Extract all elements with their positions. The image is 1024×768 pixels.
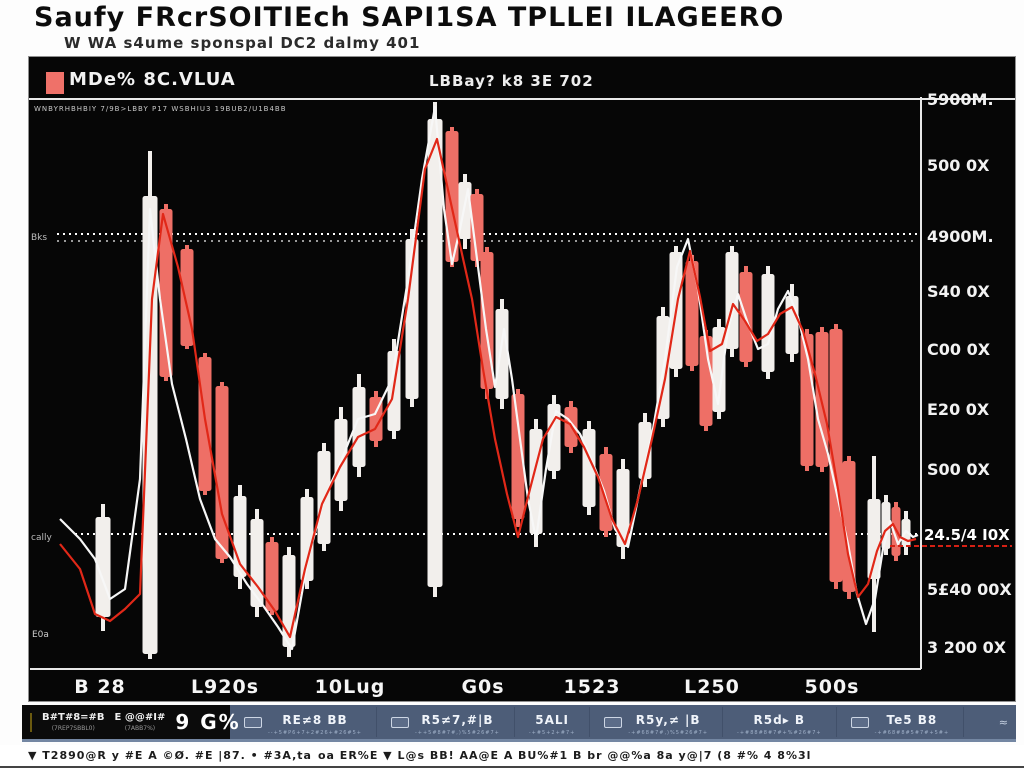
x-axis-label: L920s [191, 676, 259, 698]
toolbar-button-6-label: Te5 B8 [886, 712, 938, 727]
toolbar-info-block-2: E @@#I# (7ABB7%) [115, 712, 166, 732]
status-bar: ▼ T2890@R y #E A ©Ø. #E |87. • #3A,ta oa… [0, 745, 1024, 768]
toolbar-button-6[interactable]: Te5 B8 -+#68#8#5#7#+5#+ [837, 707, 965, 737]
candle-body [352, 387, 366, 467]
pill-icon [390, 716, 409, 728]
toolbar-big-value: 9 G% [175, 710, 241, 734]
candle-body [761, 274, 775, 372]
toolbar-button-2-caption: -++5#8#7#,)%5#26#7+ [414, 729, 500, 736]
candle-body [685, 261, 699, 366]
toolbar-button-4-caption: -+#68#7#,)%5#26#7+ [628, 729, 709, 736]
toolbar-block1-caption: (7REP7SBBL0) [51, 725, 95, 732]
toolbar-block2-label: E @@#I# [114, 712, 166, 723]
toolbar-button-3-label: 5ALI [535, 712, 569, 727]
toolbar-button-1[interactable]: RE≠8 BB --+5#P6+7+2#26+#26#5+ [230, 707, 377, 737]
series-label: MDe% 8C.VLUA [69, 69, 236, 90]
candle-body [427, 119, 443, 587]
toolbar-button-groups: RE≠8 BB --+5#P6+7+2#26+#26#5+ R5≠7,#|B -… [230, 705, 1016, 739]
level-label: Bks [31, 233, 47, 243]
x-axis-label: 10Lug [315, 676, 386, 698]
toolbar-button-2-label: R5≠7,#|B [421, 712, 494, 727]
candle-body [300, 497, 314, 581]
toolbar-overflow-icon[interactable]: ≈ [998, 715, 1008, 729]
page-header: Saufy FRcrSOITIEch SAPI1SA TPLLEI ILAGEE… [0, 0, 1024, 56]
status-text-mid: oa ER%E ▼ L@s BB! AA@E A [318, 749, 514, 762]
bottom-toolbar: B#T#8=#B (7REP7SBBL0) E @@#I# (7ABB7%) 9… [22, 705, 1016, 742]
pill-icon [850, 716, 869, 728]
candle-body [699, 336, 713, 426]
chart-legend: MDe% 8C.VLUA LBBay? k8 3E 702 [29, 57, 1015, 100]
candle-body [215, 386, 229, 559]
candle-body [250, 519, 264, 607]
toolbar-button-3[interactable]: 5ALI -+#5+2+#7+ [515, 707, 591, 737]
x-axis-label: 1523 [564, 676, 621, 698]
candle-body [159, 209, 173, 377]
toolbar-block1-label: B#T#8=#B [42, 712, 105, 723]
y-axis-label: 500 0X [927, 156, 990, 175]
price-tag-label: 24.5/4 I0X [924, 526, 1010, 544]
level-label: cally [31, 533, 52, 543]
page-subtitle: W WA s4ume sponspal DC2 dalmy 401 [64, 34, 421, 52]
toolbar-button-4[interactable]: R5y,≠ |B -+#68#7#,)%5#26#7+ [590, 707, 724, 737]
toolbar-button-5-caption: -+#88#8#7#+%#26#7+ [737, 729, 822, 736]
candle-body [495, 309, 509, 399]
toolbar-button-5-label: R5d▸ B [753, 712, 806, 727]
candle-body [445, 131, 459, 262]
candle-body [638, 422, 652, 479]
candle-body [881, 502, 891, 549]
page-title: Saufy FRcrSOITIEch SAPI1SA TPLLEI ILAGEE… [34, 2, 785, 33]
y-axis-label: S40 0X [927, 282, 990, 301]
toolbar-button-1-caption: --+5#P6+7+2#26+#26#5+ [268, 729, 362, 736]
x-axis-label: 500s [805, 676, 860, 698]
candle-body [616, 469, 630, 547]
y-axis-label: 3 200 0X [927, 638, 1007, 657]
y-axis-label: C00 0X [927, 340, 991, 359]
candle-body [842, 461, 856, 592]
toolbar-logo-icon [30, 712, 32, 732]
legend-info-label: LBBay? k8 3E 702 [429, 72, 594, 90]
x-axis-label: B 28 [74, 676, 126, 698]
x-axis-label: L250 [684, 676, 740, 698]
candle-body [829, 329, 843, 582]
candlestick-chart[interactable]: Bks cally 24.5/4 I0X E0a 5900M. 500 0X 4900M. S… [29, 57, 1015, 701]
pill-icon [244, 716, 262, 728]
toolbar-left-panel: B#T#8=#B (7REP7SBBL0) E @@#I# (7ABB7%) 9… [22, 705, 239, 739]
y-axis-label: 5£40 00X [927, 580, 1012, 599]
toolbar-button-6-caption: -+#68#8#5#7#+5#+ [874, 729, 950, 736]
candle-body [470, 194, 484, 261]
toolbar-button-5[interactable]: R5d▸ B -+#88#8#7#+%#26#7+ [723, 707, 837, 737]
y-axis-label: E20 0X [927, 400, 990, 419]
candle-body [867, 499, 881, 579]
toolbar-info-block-1: B#T#8=#B (7REP7SBBL0) [42, 712, 105, 732]
x-axis-label: G0s [461, 676, 504, 698]
corner-label: E0a [32, 630, 49, 640]
chart-overlay-text: WNBYRHBHBIY 7/9B>LBBY P17 WSBHIU3 19BUB2… [34, 105, 287, 113]
chart-window[interactable]: MDe% 8C.VLUA LBBay? k8 3E 702 WNBYRHBHBI… [28, 56, 1016, 702]
status-text-right: BU%#1 B br @@%a 8a y@|7 (8 #% 4 8%3l [518, 749, 812, 762]
candle-body [599, 454, 613, 531]
toolbar-button-1-label: RE≠8 BB [282, 712, 348, 727]
y-axis-label: S00 0X [927, 460, 990, 479]
ma-line-red [59, 137, 917, 639]
candle-body [265, 542, 279, 611]
y-axis-label: 5900M. [927, 90, 994, 109]
candle-body [785, 296, 799, 354]
pill-icon [604, 716, 623, 728]
candle-body [511, 394, 525, 519]
price-line-white [59, 105, 919, 651]
toolbar-button-4-label: R5y,≠ |B [635, 712, 701, 727]
candle-body [547, 404, 561, 471]
series-color-swatch-icon [46, 72, 64, 94]
toolbar-button-2[interactable]: R5≠7,#|B -++5#8#7#,)%5#26#7+ [377, 707, 515, 737]
y-axis-label: 4900M. [927, 227, 994, 246]
toolbar-block2-caption: (7ABB7%) [124, 725, 156, 732]
toolbar-button-3-caption: -+#5+2+#7+ [528, 729, 576, 736]
status-text-left: ▼ T2890@R y #E A ©Ø. #E |87. • #3A,ta [28, 749, 312, 762]
